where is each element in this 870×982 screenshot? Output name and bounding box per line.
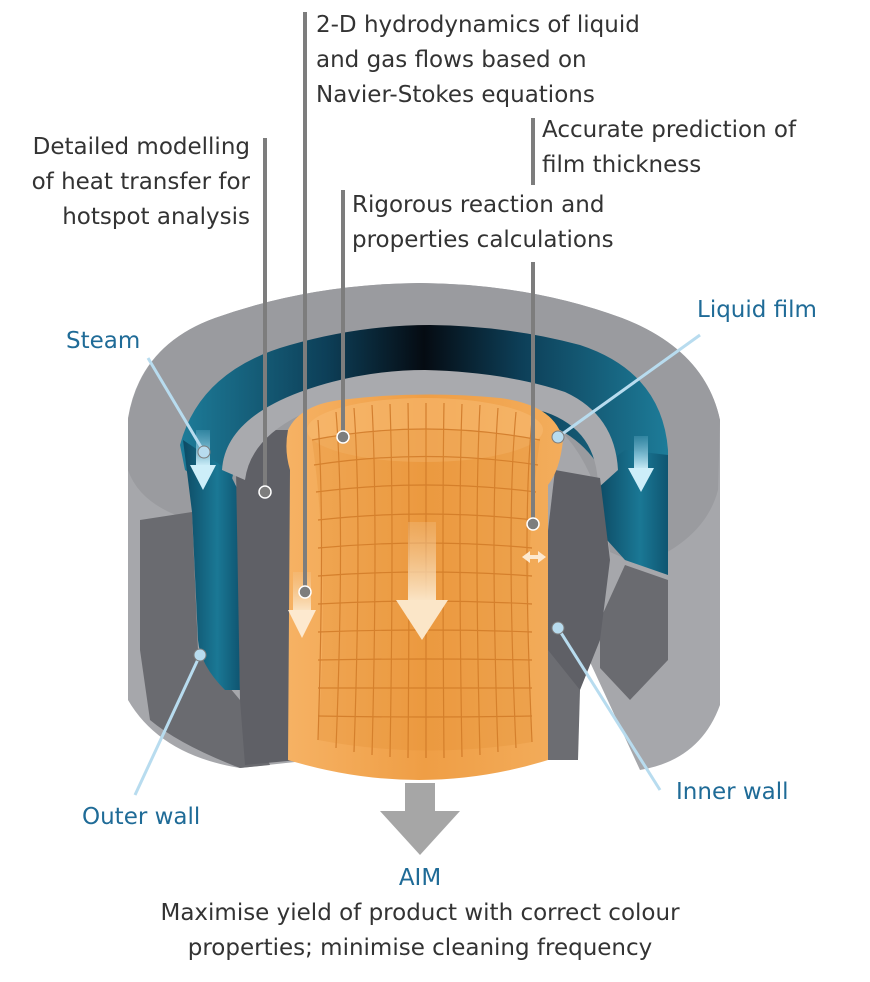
outer-wall-cut-right <box>600 565 668 700</box>
steam-channel-left <box>183 440 240 690</box>
label-line: hotspot analysis <box>62 204 250 230</box>
aim-line: properties; minimise cleaning frequency <box>187 935 653 961</box>
part-leader-dots <box>193 430 565 662</box>
thickness-arrow <box>522 551 546 563</box>
leader-outer-wall <box>133 654 202 796</box>
label-liquid-film: Liquid film <box>697 297 817 323</box>
label-line: of heat transfer for <box>31 169 250 195</box>
inner-wall-left <box>236 430 300 765</box>
leader-liquid-film <box>557 333 701 439</box>
aim-description: Maximise yield of product with correct c… <box>0 896 840 966</box>
aim-output-arrow <box>380 783 460 855</box>
label-line: properties calculations <box>352 227 614 253</box>
outer-wall-cut-left <box>140 512 270 768</box>
label-line: Detailed modelling <box>32 134 250 160</box>
inner-wall-top <box>222 370 618 488</box>
label-reaction: Rigorous reaction and properties calcula… <box>352 188 614 258</box>
label-line: and gas flows based on <box>316 47 587 73</box>
mesh-grid <box>311 402 541 759</box>
aim-line: Maximise yield of product with correct c… <box>160 900 680 926</box>
label-outer-wall: Outer wall <box>82 804 201 830</box>
label-line: Accurate prediction of <box>542 117 797 143</box>
label-line: Rigorous reaction and <box>352 192 605 218</box>
liquid-film-rim <box>307 398 543 462</box>
inner-wall-right <box>540 470 610 700</box>
central-flow-arrow <box>396 522 448 640</box>
part-leaders <box>133 333 701 796</box>
annotation-leaders <box>263 12 535 590</box>
label-line: film thickness <box>542 152 702 178</box>
steam-channel-top <box>180 325 668 545</box>
label-film-thickness: Accurate prediction of film thickness <box>542 113 796 183</box>
label-inner-wall: Inner wall <box>676 779 789 805</box>
aim-title: AIM <box>398 865 442 891</box>
steam-arrow-right <box>628 436 654 492</box>
leader-steam <box>146 357 206 453</box>
label-heat-transfer: Detailed modelling of heat transfer for … <box>32 130 250 235</box>
label-steam: Steam <box>66 328 141 354</box>
label-line: Navier-Stokes equations <box>316 82 595 108</box>
label-line: 2-D hydrodynamics of liquid <box>316 12 640 38</box>
label-hydrodynamics: 2-D hydrodynamics of liquid and gas flow… <box>316 8 640 113</box>
leader-inner-wall <box>556 627 662 791</box>
annotation-leader-dots <box>258 430 540 599</box>
steam-channel-right <box>598 450 668 575</box>
